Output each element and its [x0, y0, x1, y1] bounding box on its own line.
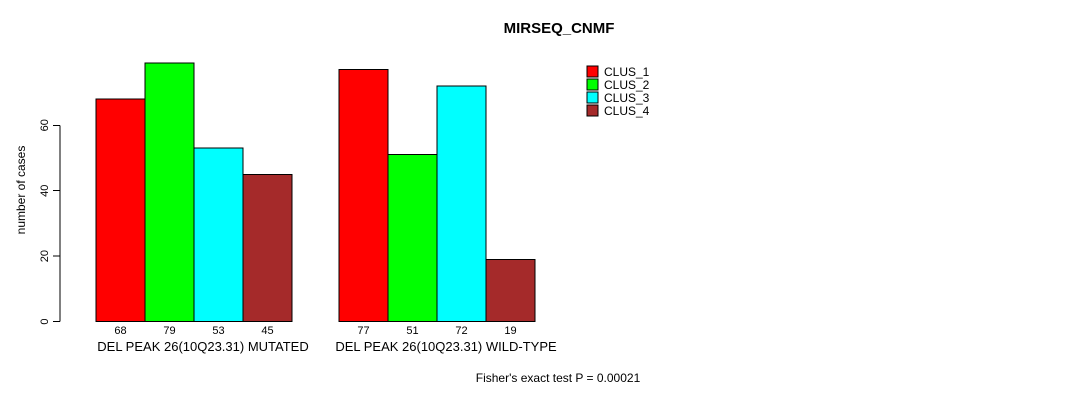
y-axis-label: number of cases	[14, 146, 28, 235]
bars-group: 68 79 53 45 77 51 72 19	[95, 62, 536, 337]
bar-clus_1	[338, 69, 389, 322]
legend-swatch-clus3	[586, 91, 599, 104]
bar-clus_2	[387, 154, 438, 322]
y-axis: 0 20 40 60	[39, 119, 61, 325]
group-label-mutated: DEL PEAK 26(10Q23.31) MUTATED	[97, 339, 308, 354]
bar-value-label: 77	[357, 325, 369, 337]
bar-value-label: 51	[406, 325, 418, 337]
bar-clus_3	[436, 85, 487, 322]
chart-title: MIRSEQ_CNMF	[504, 20, 615, 37]
legend-swatch-clus4	[586, 104, 599, 117]
y-tick-label: 0	[39, 318, 51, 324]
y-tick-label: 20	[39, 250, 51, 262]
bar-value-label: 45	[261, 325, 273, 337]
legend: CLUS_1 CLUS_2 CLUS_3 CLUS_4	[586, 65, 650, 118]
bar-value-label: 72	[455, 325, 467, 337]
legend-label-clus3: CLUS_3	[604, 91, 650, 105]
legend-label-clus2: CLUS_2	[604, 78, 650, 92]
bar-clus_4	[242, 173, 293, 322]
y-tick-label: 40	[39, 185, 51, 197]
bar-value-label: 68	[114, 325, 126, 337]
bar-clus_3	[193, 147, 244, 322]
legend-swatch-clus1	[586, 65, 599, 78]
legend-label-clus4: CLUS_4	[604, 104, 650, 118]
bar-value-label: 79	[163, 325, 175, 337]
bar-clus_2	[144, 62, 195, 322]
fisher-test-note: Fisher's exact test P = 0.00021	[476, 371, 641, 385]
bar-clus_1	[95, 98, 146, 322]
legend-swatch-clus2	[586, 78, 599, 91]
bar-value-label: 53	[212, 325, 224, 337]
y-tick-label: 60	[39, 119, 51, 131]
bar-value-label: 19	[504, 325, 516, 337]
legend-label-clus1: CLUS_1	[604, 65, 650, 79]
bar-clus_4	[485, 258, 536, 322]
group-label-wildtype: DEL PEAK 26(10Q23.31) WILD-TYPE	[335, 339, 557, 354]
